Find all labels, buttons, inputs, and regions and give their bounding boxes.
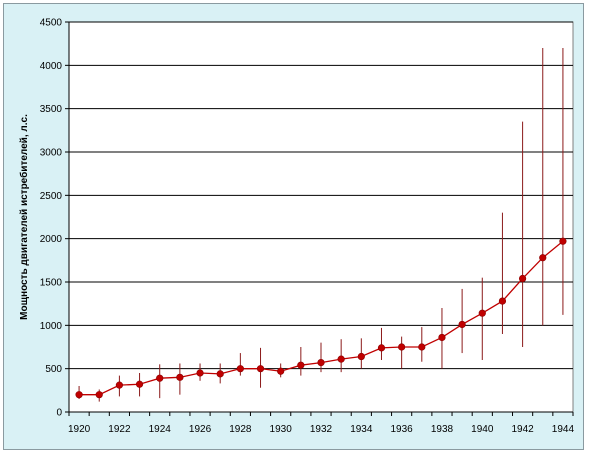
data-points: [75, 237, 567, 399]
data-point: [377, 344, 386, 352]
data-point: [277, 367, 285, 375]
data-point: [398, 343, 406, 351]
data-point: [256, 365, 265, 373]
data-point: [196, 369, 204, 377]
axes: [68, 22, 573, 413]
data-point: [498, 297, 507, 305]
data-point: [216, 370, 224, 378]
x-tick-label: 1930: [270, 424, 293, 435]
data-point: [75, 391, 83, 399]
y-tick-label: 500: [45, 364, 62, 375]
data-point: [317, 359, 325, 367]
y-tick-label: 2500: [40, 191, 63, 202]
data-point: [115, 381, 123, 389]
data-point: [176, 373, 184, 381]
x-tick-label: 1924: [149, 424, 172, 435]
y-tick-label: 3000: [40, 148, 63, 159]
data-point: [95, 391, 103, 399]
x-tick-label: 1922: [108, 424, 131, 435]
data-point: [559, 237, 567, 245]
data-point: [135, 380, 144, 388]
data-point: [236, 365, 244, 373]
x-tick-label: 1934: [350, 424, 373, 435]
y-tick-label: 0: [56, 408, 62, 419]
y-tick-label: 4000: [40, 61, 63, 72]
data-point: [478, 309, 486, 317]
x-tick-labels: 1920 1922 1924 1926 1928 1930 1932 1934 1936 1938…: [68, 412, 575, 435]
data-point: [438, 333, 446, 342]
y-tick-labels: 0 500 1000 1500 2000 2500 3000 3500 4000 4500: [40, 18, 69, 419]
x-tick-label: 1942: [511, 424, 534, 435]
y-axis-label: Мощность двигателей истребителей, л.с.: [18, 114, 30, 320]
y-tick-label: 3500: [40, 104, 63, 115]
data-point: [156, 374, 164, 382]
x-tick-label: 1920: [68, 424, 91, 435]
x-tick-label: 1940: [471, 424, 494, 435]
data-point: [539, 254, 547, 262]
y-tick-label: 1500: [40, 278, 63, 289]
data-point: [458, 320, 466, 329]
x-tick-label: 1932: [310, 424, 333, 435]
x-tick-label: 1938: [431, 424, 454, 435]
data-point: [418, 343, 426, 351]
gridlines: [69, 21, 573, 370]
y-tick-label: 2000: [40, 234, 63, 245]
x-tick-label: 1928: [229, 424, 252, 435]
data-point: [357, 352, 365, 361]
x-tick-label: 1944: [552, 424, 575, 435]
x-tick-label: 1936: [391, 424, 414, 435]
data-point: [518, 274, 527, 283]
y-tick-label: 4500: [40, 18, 63, 29]
data-point: [337, 355, 345, 363]
x-tick-label: 1926: [189, 424, 212, 435]
data-point: [297, 361, 305, 369]
y-tick-label: 1000: [40, 321, 63, 332]
